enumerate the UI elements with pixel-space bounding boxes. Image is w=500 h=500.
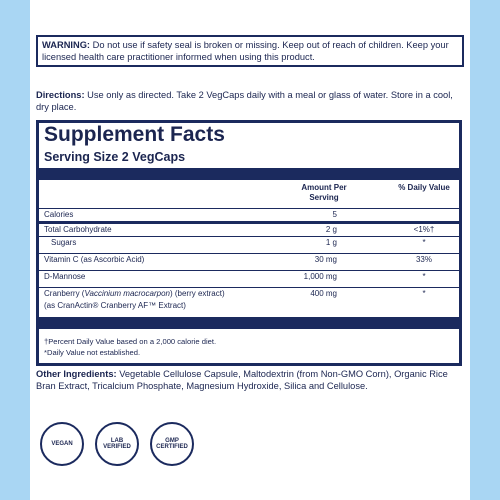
footnote: *Daily Value not established. [44,348,141,357]
facts-row: Vitamin C (as Ascorbic Acid) 30 mg 33% [39,253,459,266]
nutrient-name: Sugars [39,237,459,249]
label-panel: WARNING: Do not use if safety seal is br… [30,0,470,500]
directions-text: Use only as directed. Take 2 VegCaps dai… [36,90,453,112]
amount-header: Amount Per Serving [301,183,347,202]
amount: 1 g [325,238,337,247]
directions-label: Directions: [36,90,85,100]
other-text: Vegetable Cellulose Capsule, Maltodextri… [36,369,448,391]
facts-title: Supplement Facts [44,123,225,146]
name-part: Vaccinium macrocarpon [84,289,170,298]
daily-value: * [422,272,426,281]
daily-value: 33% [415,255,432,264]
badge-text: VEGAN [51,441,73,447]
facts-row: Calories 5 [39,208,459,223]
nutrient-name: D-Mannose [39,271,459,283]
warning-text: Do not use if safety seal is broken or m… [42,40,449,62]
name-part: Cranberry ( [44,289,85,298]
facts-row: Sugars 1 g * [39,236,459,249]
facts-row: D-Mannose 1,000 mg * [39,270,459,283]
badge-text: LAB [110,438,124,444]
name-part: ) (berry extract) [169,289,225,298]
footnote: †Percent Daily Value based on a 2,000 ca… [44,337,217,346]
other-ingredients: Other Ingredients: Vegetable Cellulose C… [36,368,464,392]
dv-header: % Daily Value [398,183,450,192]
facts-row: Total Carbohydrate 2 g <1%† [39,223,459,236]
daily-value: * [422,289,426,298]
daily-value: * [422,238,426,247]
name-part: Sugars [51,238,77,247]
nutrient-name: Total Carbohydrate [39,224,459,236]
nutrient-name: Calories [39,209,459,221]
divider-bar [39,317,459,329]
daily-value: <1%† [413,225,435,234]
badge: VEGAN [40,422,84,466]
facts-row: Cranberry (Vaccinium macrocarpon) (berry… [39,287,459,312]
badge: LAB VERIFIED [95,422,139,466]
badge-text: GMP [165,438,179,444]
name-sub: (as CranActin® Cranberry AF™ Extract) [44,301,186,310]
badge-text: VERIFIED [103,444,131,450]
amount: 1,000 mg [303,272,337,281]
nutrient-name: Cranberry (Vaccinium macrocarpon) (berry… [39,288,459,312]
amount: 2 g [325,225,337,234]
divider-bar [39,168,459,180]
badge-text: CERTIFIED [156,444,188,450]
other-label: Other Ingredients: [36,369,117,379]
amount: 30 mg [314,255,337,264]
amount: 5 [332,210,337,219]
footnotes: †Percent Daily Value based on a 2,000 ca… [44,336,216,358]
nutrient-name: Vitamin C (as Ascorbic Acid) [39,254,459,266]
facts-box: Supplement Facts Serving Size 2 VegCaps … [36,120,462,366]
serving-size: Serving Size 2 VegCaps [44,150,186,164]
directions: Directions: Use only as directed. Take 2… [36,89,462,113]
badge: GMP CERTIFIED [150,422,194,466]
name-part: D-Mannose [44,272,86,281]
facts-rows: Calories 5 Total Carbohydrate 2 g <1%† Sugars… [39,208,459,312]
warning-box: WARNING: Do not use if safety seal is br… [36,35,464,67]
name-part: Vitamin C (as Ascorbic Acid) [44,255,145,264]
warning-label: WARNING: [42,40,91,50]
name-part: Calories [44,210,74,219]
amount: 400 mg [310,289,337,298]
name-part: Total Carbohydrate [44,225,112,234]
